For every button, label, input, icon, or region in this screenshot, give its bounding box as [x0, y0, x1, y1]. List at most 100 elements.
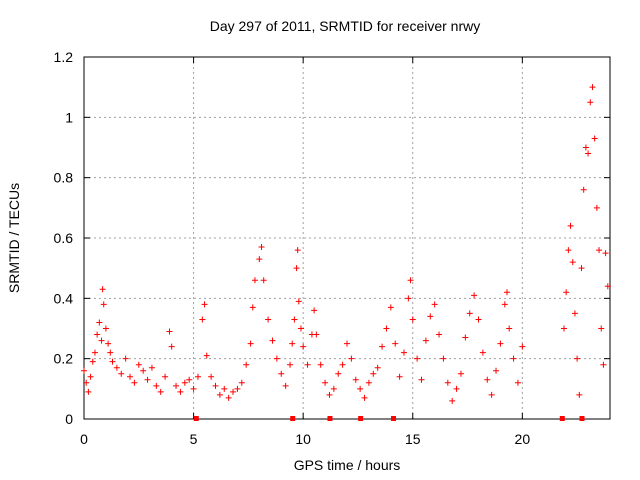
- data-point: [365, 379, 372, 386]
- data-point: [287, 361, 294, 368]
- data-point: [563, 289, 570, 296]
- y-tick-label: 0.6: [54, 230, 74, 246]
- data-point: [127, 373, 134, 380]
- data-point: [201, 301, 208, 308]
- bottom-marker: [290, 416, 296, 421]
- x-tick-label: 20: [515, 431, 531, 447]
- y-tick-label: 1: [65, 109, 73, 125]
- grid: [84, 57, 610, 419]
- data-point: [326, 391, 333, 398]
- data-point: [140, 367, 147, 374]
- bottom-marker: [327, 416, 333, 421]
- data-point: [479, 349, 486, 356]
- data-point: [604, 283, 611, 290]
- y-tick-label: 1.2: [54, 49, 74, 65]
- y-axis-ticks: 0 0.2 0.4 0.6 0.8 1 1.2: [54, 49, 610, 427]
- y-tick-label: 0: [65, 411, 73, 427]
- chart-title: Day 297 of 2011, SRMTID for receiver nrw…: [210, 18, 481, 34]
- data-point: [589, 84, 596, 91]
- data-point: [466, 310, 473, 317]
- data-point: [503, 289, 510, 296]
- data-point: [113, 364, 120, 371]
- data-point: [449, 397, 456, 404]
- data-point: [311, 307, 318, 314]
- data-point: [576, 391, 583, 398]
- data-point: [348, 355, 355, 362]
- data-point: [186, 376, 193, 383]
- data-point: [475, 316, 482, 323]
- data-point: [569, 259, 576, 266]
- data-point: [181, 379, 188, 386]
- data-point: [457, 370, 464, 377]
- data-point: [462, 334, 469, 341]
- data-point: [168, 343, 175, 350]
- bottom-marker: [358, 416, 364, 421]
- data-point: [585, 150, 592, 157]
- data-point: [593, 204, 600, 211]
- data-point: [282, 382, 289, 389]
- data-point: [600, 361, 607, 368]
- data-point: [444, 379, 451, 386]
- x-tick-label: 5: [190, 431, 198, 447]
- data-point: [596, 247, 603, 254]
- data-point: [567, 222, 574, 229]
- data-point: [294, 247, 301, 254]
- data-point: [230, 388, 237, 395]
- data-point: [295, 298, 302, 305]
- data-point: [602, 250, 609, 257]
- data-point: [322, 379, 329, 386]
- data-point: [221, 385, 228, 392]
- data-point: [249, 304, 256, 311]
- data-point: [177, 388, 184, 395]
- data-point: [98, 337, 105, 344]
- data-point: [571, 310, 578, 317]
- data-point: [173, 382, 180, 389]
- data-point: [87, 373, 94, 380]
- data-point: [493, 367, 500, 374]
- data-point: [304, 361, 311, 368]
- data-point: [190, 385, 197, 392]
- data-point: [565, 247, 572, 254]
- data-point: [269, 337, 276, 344]
- data-point: [105, 340, 112, 347]
- data-point: [203, 352, 210, 359]
- data-point: [313, 331, 320, 338]
- data-point: [407, 277, 414, 284]
- data-point: [501, 301, 508, 308]
- y-tick-label: 0.8: [54, 170, 74, 186]
- data-point: [135, 361, 142, 368]
- data-point: [497, 340, 504, 347]
- data-point: [396, 373, 403, 380]
- data-point: [102, 325, 109, 332]
- data-point: [574, 355, 581, 362]
- data-point: [258, 244, 265, 251]
- data-point: [587, 99, 594, 106]
- data-point: [162, 373, 169, 380]
- data-point: [578, 265, 585, 272]
- data-point: [418, 376, 425, 383]
- data-point: [374, 364, 381, 371]
- x-axis-ticks: 0 5 10 15 20: [80, 57, 530, 447]
- data-point: [440, 355, 447, 362]
- data-point: [352, 376, 359, 383]
- y-tick-label: 0.4: [54, 290, 74, 306]
- data-point: [107, 349, 114, 356]
- data-point: [361, 394, 368, 401]
- data-point: [427, 313, 434, 320]
- data-point: [409, 316, 416, 323]
- data-point: [580, 186, 587, 193]
- data-point: [208, 373, 215, 380]
- x-axis-label: GPS time / hours: [294, 457, 401, 473]
- data-point: [357, 385, 364, 392]
- data-point: [519, 343, 526, 350]
- data-point: [247, 340, 254, 347]
- bottom-markers: [193, 416, 585, 421]
- data-point: [99, 286, 106, 293]
- data-point: [383, 325, 390, 332]
- data-point: [157, 388, 164, 395]
- data-point: [422, 337, 429, 344]
- data-point: [251, 277, 258, 284]
- data-point: [85, 388, 92, 395]
- data-point: [89, 358, 96, 365]
